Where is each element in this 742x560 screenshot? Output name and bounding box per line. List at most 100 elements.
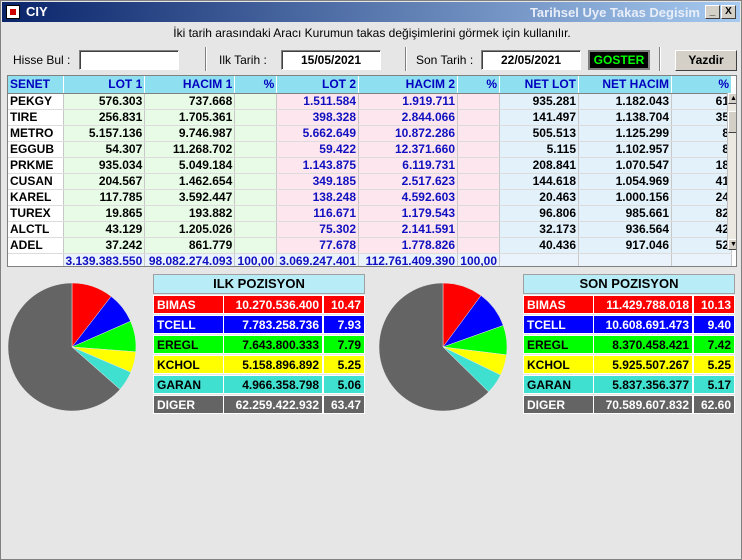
table-cell: 1.778.826 xyxy=(358,237,458,254)
table-cell: 6.119.731 xyxy=(358,157,458,174)
position-name: GARAN xyxy=(153,375,224,394)
close-button[interactable]: X xyxy=(721,5,736,19)
position-name: TCELL xyxy=(523,315,594,334)
column-header[interactable]: % xyxy=(671,76,732,94)
table-cell: 5.115 xyxy=(499,141,579,158)
position-row: BIMAS 11.429.788.018 10.13 xyxy=(523,295,735,314)
table-cell: 505.513 xyxy=(499,125,579,142)
table-cell: 82 xyxy=(671,205,732,222)
table-row[interactable]: TUREX 19.865 193.882 116.671 1.179.543 96.806… xyxy=(8,205,732,222)
position-value: 10.270.536.400 xyxy=(223,295,323,314)
total-cell xyxy=(8,252,64,266)
table-cell: KAREL xyxy=(8,189,64,206)
position-name: GARAN xyxy=(523,375,594,394)
table-cell: 20.463 xyxy=(499,189,579,206)
minimize-button[interactable]: _ xyxy=(705,5,720,19)
position-pct: 7.42 xyxy=(693,335,735,354)
yazdir-button[interactable]: Yazdir xyxy=(675,50,737,71)
table-cell: 2.844.066 xyxy=(358,109,458,126)
table-cell xyxy=(457,237,500,254)
table-row[interactable]: PRKME 935.034 5.049.184 1.143.875 6.119.731 2… xyxy=(8,157,732,174)
table-cell xyxy=(234,93,278,110)
scroll-up-icon[interactable]: ▲ xyxy=(728,93,736,104)
separator xyxy=(205,47,207,71)
pie-slice-diger xyxy=(8,282,121,412)
column-header[interactable]: LOT 1 xyxy=(63,76,146,94)
position-pct: 7.93 xyxy=(323,315,365,334)
position-name: EREGL xyxy=(153,335,224,354)
table-cell: 18 xyxy=(671,157,732,174)
table-cell: 24 xyxy=(671,189,732,206)
table-cell: 5.662.649 xyxy=(276,125,359,142)
table-cell: 12.371.660 xyxy=(358,141,458,158)
position-pct: 10.47 xyxy=(323,295,365,314)
position-pct: 5.06 xyxy=(323,375,365,394)
position-name: DIGER xyxy=(523,395,594,414)
table-cell: 1.102.957 xyxy=(578,141,672,158)
hisse-label: Hisse Bul : xyxy=(13,53,71,67)
table-cell xyxy=(457,173,500,190)
column-header[interactable]: HACIM 1 xyxy=(144,76,236,94)
table-cell xyxy=(457,141,500,158)
table-cell: 1.511.584 xyxy=(276,93,359,110)
total-cell: 100,00 xyxy=(234,252,278,266)
ilk-tarih-input[interactable]: 15/05/2021 xyxy=(281,50,381,70)
table-cell: 256.831 xyxy=(63,109,146,126)
position-value: 70.589.607.832 xyxy=(593,395,693,414)
table-cell xyxy=(234,205,278,222)
table-cell: 1.919.711 xyxy=(358,93,458,110)
position-name: BIMAS xyxy=(523,295,594,314)
column-header[interactable]: NET LOT xyxy=(499,76,579,94)
goster-button[interactable]: GOSTER xyxy=(588,50,650,70)
table-row[interactable]: ALCTL 43.129 1.205.026 75.302 2.141.591 32.17… xyxy=(8,221,732,238)
total-cell: 3.139.383.550 xyxy=(63,252,146,266)
table-row[interactable]: ADEL 37.242 861.779 77.678 1.778.826 40.436 91… xyxy=(8,237,732,254)
column-header[interactable]: % xyxy=(457,76,500,94)
table-cell: 1.000.156 xyxy=(578,189,672,206)
hisse-search-input[interactable] xyxy=(79,50,179,70)
table-cell: 1.054.969 xyxy=(578,173,672,190)
table-row[interactable]: KAREL 117.785 3.592.447 138.248 4.592.603 20.… xyxy=(8,189,732,206)
son-tarih-input[interactable]: 22/05/2021 xyxy=(481,50,581,70)
son-pozisyon-pie-chart xyxy=(379,282,507,412)
table-cell xyxy=(457,221,500,238)
column-header[interactable]: LOT 2 xyxy=(276,76,359,94)
table-header-row: SENET LOT 1 HACIM 1% LOT 2 HACIM 2% NET LOT NE… xyxy=(8,76,732,94)
ilk-pozisyon-pie-chart xyxy=(8,282,136,412)
table-cell: 1.182.043 xyxy=(578,93,672,110)
table-cell: 935.034 xyxy=(63,157,146,174)
son-pozisyon-title: SON POZISYON xyxy=(523,274,735,294)
table-cell xyxy=(457,93,500,110)
position-row: GARAN 4.966.358.798 5.06 xyxy=(153,375,365,394)
table-row[interactable]: EGGUB 54.307 11.268.702 59.422 12.371.660 5.1… xyxy=(8,141,732,158)
table-cell: 4.592.603 xyxy=(358,189,458,206)
table-cell: 35 xyxy=(671,109,732,126)
table-row[interactable]: CUSAN 204.567 1.462.654 349.185 2.517.623 144… xyxy=(8,173,732,190)
scroll-thumb[interactable] xyxy=(728,111,736,133)
total-cell xyxy=(578,252,672,266)
table-row[interactable]: TIRE 256.831 1.705.361 398.328 2.844.066 141.… xyxy=(8,109,732,126)
table-cell: TUREX xyxy=(8,205,64,222)
table-cell: 96.806 xyxy=(499,205,579,222)
table-row[interactable]: PEKGY 576.303 737.668 1.511.584 1.919.711 935… xyxy=(8,93,732,110)
table-cell: 1.138.704 xyxy=(578,109,672,126)
table-cell: 985.661 xyxy=(578,205,672,222)
total-cell: 112.761.409.390 xyxy=(358,252,458,266)
scroll-down-icon[interactable]: ▼ xyxy=(728,239,736,250)
column-header[interactable]: NET HACIM xyxy=(578,76,672,94)
position-value: 8.370.458.421 xyxy=(593,335,693,354)
table-cell xyxy=(457,109,500,126)
table-row[interactable]: METRO 5.157.136 9.746.987 5.662.649 10.872.2… xyxy=(8,125,732,142)
total-cell: 100,00 xyxy=(457,252,500,266)
takas-table[interactable]: SENET LOT 1 HACIM 1% LOT 2 HACIM 2% NET LOT NE… xyxy=(7,75,737,267)
column-header[interactable]: SENET xyxy=(8,76,64,94)
table-cell: ADEL xyxy=(8,237,64,254)
column-header[interactable]: HACIM 2 xyxy=(358,76,458,94)
vertical-scrollbar[interactable]: ▲ ▼ xyxy=(727,93,736,250)
table-cell: 32.173 xyxy=(499,221,579,238)
title-bar[interactable]: CIY Tarihsel Uye Takas Degisim _ X xyxy=(2,2,740,22)
position-name: EREGL xyxy=(523,335,594,354)
column-header[interactable]: % xyxy=(234,76,278,94)
table-cell: 43.129 xyxy=(63,221,146,238)
position-name: BIMAS xyxy=(153,295,224,314)
